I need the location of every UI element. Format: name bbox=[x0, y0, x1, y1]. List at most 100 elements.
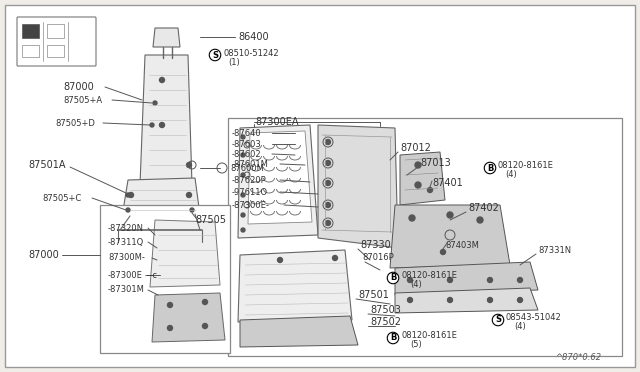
Polygon shape bbox=[240, 316, 358, 347]
Text: 08543-51042: 08543-51042 bbox=[506, 314, 562, 323]
Polygon shape bbox=[395, 288, 538, 313]
Circle shape bbox=[241, 193, 245, 197]
Text: 87503: 87503 bbox=[370, 305, 401, 315]
Circle shape bbox=[186, 192, 191, 198]
Text: 87300EA: 87300EA bbox=[255, 117, 298, 127]
Circle shape bbox=[440, 250, 445, 254]
Bar bbox=[47, 45, 64, 57]
Text: 87505+C: 87505+C bbox=[42, 193, 81, 202]
Polygon shape bbox=[395, 262, 538, 295]
Polygon shape bbox=[150, 220, 220, 287]
Text: ^870*0.62: ^870*0.62 bbox=[555, 353, 601, 362]
Circle shape bbox=[153, 101, 157, 105]
Circle shape bbox=[168, 326, 173, 330]
Text: 87401: 87401 bbox=[432, 178, 463, 188]
Circle shape bbox=[415, 162, 421, 168]
Circle shape bbox=[408, 298, 413, 302]
Text: 87000: 87000 bbox=[63, 82, 93, 92]
Circle shape bbox=[488, 278, 493, 282]
Text: -87601M: -87601M bbox=[232, 160, 269, 169]
Circle shape bbox=[409, 215, 415, 221]
Text: 87403M: 87403M bbox=[445, 241, 479, 250]
Text: 08120-8161E: 08120-8161E bbox=[402, 330, 458, 340]
Text: S: S bbox=[212, 51, 218, 60]
Text: 87012: 87012 bbox=[400, 143, 431, 153]
Circle shape bbox=[326, 160, 330, 166]
Circle shape bbox=[447, 212, 453, 218]
Circle shape bbox=[326, 140, 330, 144]
Circle shape bbox=[326, 180, 330, 186]
Text: B: B bbox=[390, 334, 396, 343]
Circle shape bbox=[518, 298, 522, 302]
Circle shape bbox=[186, 163, 191, 167]
Text: 87016P: 87016P bbox=[362, 253, 394, 263]
Text: -87311Q: -87311Q bbox=[108, 237, 144, 247]
Text: 87330: 87330 bbox=[360, 240, 391, 250]
Circle shape bbox=[168, 302, 173, 308]
Text: -87301M: -87301M bbox=[108, 285, 145, 295]
Polygon shape bbox=[318, 125, 398, 248]
Bar bbox=[228, 118, 622, 356]
Polygon shape bbox=[140, 55, 192, 185]
Polygon shape bbox=[152, 293, 225, 342]
Circle shape bbox=[333, 256, 337, 260]
Polygon shape bbox=[248, 131, 312, 224]
Circle shape bbox=[241, 228, 245, 232]
Text: 86400: 86400 bbox=[238, 32, 269, 42]
Polygon shape bbox=[153, 28, 180, 47]
Circle shape bbox=[126, 193, 130, 197]
Text: 87505: 87505 bbox=[195, 215, 226, 225]
Text: -87320N: -87320N bbox=[108, 224, 144, 232]
Text: B: B bbox=[487, 164, 493, 173]
Text: 87505+A: 87505+A bbox=[63, 96, 102, 105]
Circle shape bbox=[518, 278, 522, 282]
Text: -87300E: -87300E bbox=[108, 270, 143, 279]
Text: 87300M-: 87300M- bbox=[108, 253, 145, 263]
Text: -87603: -87603 bbox=[232, 140, 262, 148]
Circle shape bbox=[408, 278, 413, 282]
Text: -87640: -87640 bbox=[232, 128, 262, 138]
Circle shape bbox=[241, 135, 245, 139]
Text: 87402: 87402 bbox=[468, 203, 499, 213]
Polygon shape bbox=[122, 178, 200, 217]
Circle shape bbox=[150, 123, 154, 127]
Circle shape bbox=[278, 257, 282, 263]
Text: 08120-8161E: 08120-8161E bbox=[498, 160, 554, 170]
Polygon shape bbox=[390, 205, 510, 268]
Circle shape bbox=[126, 208, 130, 212]
Text: 87505+D: 87505+D bbox=[55, 119, 95, 128]
Circle shape bbox=[447, 278, 452, 282]
Circle shape bbox=[326, 202, 330, 208]
Text: —c: —c bbox=[145, 270, 158, 279]
Text: 87501A: 87501A bbox=[28, 160, 65, 170]
Circle shape bbox=[241, 153, 245, 157]
Text: (4): (4) bbox=[514, 323, 525, 331]
Text: S: S bbox=[495, 315, 501, 324]
Circle shape bbox=[159, 77, 164, 83]
Text: 87501: 87501 bbox=[358, 290, 389, 300]
Circle shape bbox=[129, 192, 134, 198]
Circle shape bbox=[202, 324, 207, 328]
Text: -87300E-: -87300E- bbox=[232, 201, 270, 209]
Circle shape bbox=[477, 217, 483, 223]
Circle shape bbox=[447, 298, 452, 302]
Text: -97611O: -97611O bbox=[232, 187, 268, 196]
Circle shape bbox=[241, 213, 245, 217]
Text: 08510-51242: 08510-51242 bbox=[224, 48, 280, 58]
Text: B: B bbox=[390, 273, 396, 282]
Text: (4): (4) bbox=[505, 170, 516, 179]
Bar bbox=[22, 24, 39, 38]
Polygon shape bbox=[238, 250, 352, 322]
Circle shape bbox=[241, 173, 245, 177]
Text: (4): (4) bbox=[410, 279, 422, 289]
Text: 87013: 87013 bbox=[420, 158, 451, 168]
Text: 87331N: 87331N bbox=[538, 246, 571, 254]
Circle shape bbox=[190, 208, 194, 212]
Bar bbox=[100, 205, 230, 353]
Bar bbox=[22, 45, 39, 57]
Polygon shape bbox=[238, 125, 318, 238]
Text: 08120-8161E: 08120-8161E bbox=[402, 270, 458, 279]
Circle shape bbox=[428, 187, 433, 192]
Circle shape bbox=[326, 221, 330, 225]
Polygon shape bbox=[400, 152, 445, 205]
